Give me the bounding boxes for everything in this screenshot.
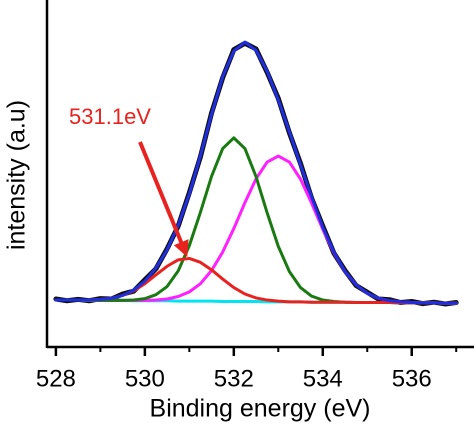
x-axis-label: Binding energy (eV) [150,395,371,423]
x-tick-label: 528 [36,365,76,392]
x-tick-label: 536 [392,365,432,392]
x-tick-label: 534 [303,365,343,392]
plot-area [53,40,459,307]
series-line [54,136,458,305]
x-tick-label: 532 [214,365,254,392]
annotation-arrow [138,141,189,257]
series-line [54,40,458,305]
y-axis-label: intensity (a.u) [3,100,31,250]
x-tick-label: 530 [125,365,165,392]
annotation: 531.1eV [69,104,151,129]
